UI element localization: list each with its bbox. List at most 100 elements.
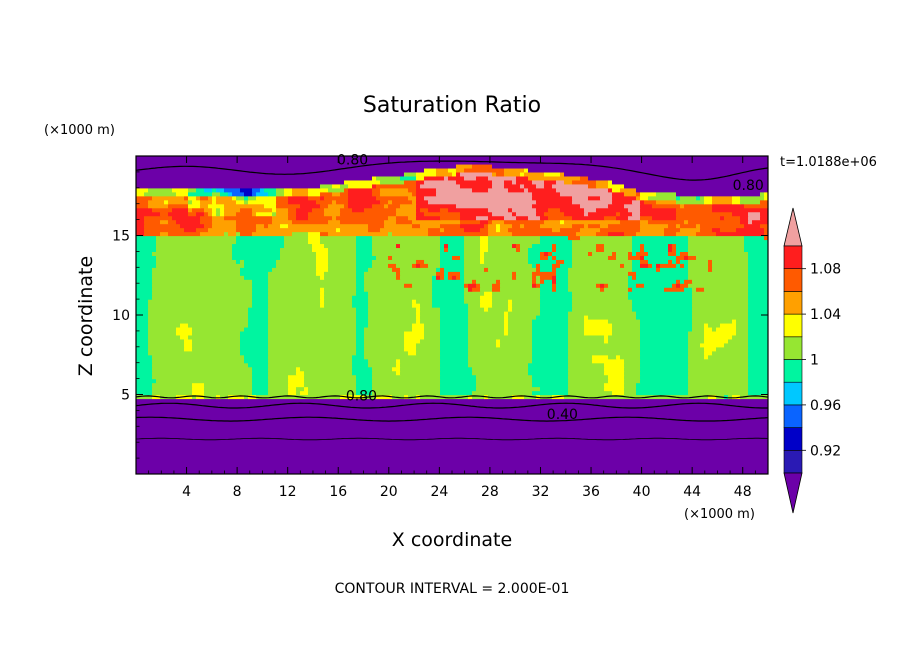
field-cell — [320, 235, 357, 241]
field-cell — [308, 239, 321, 245]
field-cell — [732, 211, 749, 217]
field-cell — [320, 295, 325, 300]
field-cell — [740, 394, 768, 400]
field-cell — [696, 195, 701, 201]
field-cell — [364, 342, 405, 348]
field-cell — [356, 334, 365, 340]
field-cell — [540, 311, 569, 316]
field-cell — [608, 318, 641, 324]
field-cell — [268, 223, 281, 229]
field-cell — [640, 203, 653, 209]
field-cell — [748, 263, 768, 268]
field-cell — [560, 171, 565, 177]
colorbar-top-arrow — [783, 207, 803, 247]
field-cell — [484, 251, 529, 256]
field-cell — [356, 318, 369, 324]
field-cell — [580, 203, 609, 209]
field-cell — [568, 235, 581, 241]
field-cell — [440, 235, 465, 241]
field-cell — [632, 299, 693, 304]
field-cell — [344, 203, 349, 209]
field-cell — [176, 326, 193, 332]
field-cell — [748, 267, 768, 272]
field-cell — [588, 183, 597, 189]
field-cell — [492, 219, 505, 225]
field-cell — [688, 366, 749, 372]
field-cell — [200, 215, 213, 221]
field-cell — [520, 223, 525, 229]
field-cell — [508, 303, 513, 308]
x-axis-label: X coordinate — [392, 529, 512, 551]
field-cell — [496, 171, 505, 177]
field-cell — [748, 334, 768, 340]
colorbar-segment — [783, 313, 803, 338]
field-cell — [552, 183, 589, 189]
field-cell — [248, 322, 269, 328]
field-cell — [748, 219, 753, 225]
field-cell — [136, 374, 153, 380]
field-cell — [416, 199, 429, 205]
field-cell — [604, 362, 625, 368]
field-cell — [684, 219, 689, 225]
field-cell — [420, 338, 441, 344]
field-cell — [512, 307, 541, 312]
field-cell — [492, 283, 501, 288]
field-cell — [568, 283, 597, 288]
field-cell — [268, 283, 357, 288]
field-cell — [580, 227, 601, 233]
field-cell — [408, 187, 417, 193]
field-cell — [236, 227, 257, 233]
field-cell — [364, 275, 397, 280]
field-cell — [648, 195, 677, 201]
field-cell — [624, 191, 637, 197]
field-cell — [424, 195, 533, 201]
field-cell — [356, 382, 373, 388]
field-cell — [636, 231, 665, 237]
field-cell — [356, 350, 365, 356]
field-cell — [668, 251, 677, 256]
field-cell — [560, 219, 565, 225]
field-cell — [640, 338, 689, 344]
field-cell — [328, 251, 357, 256]
field-cell — [684, 263, 689, 268]
field-cell — [152, 295, 253, 300]
field-cell — [348, 191, 373, 197]
field-cell — [640, 243, 645, 249]
field-cell — [532, 378, 569, 384]
field-cell — [136, 203, 149, 209]
field-cell — [676, 215, 721, 221]
field-cell — [252, 207, 273, 213]
field-cell — [268, 366, 297, 372]
field-cell — [268, 346, 357, 352]
field-cell — [732, 318, 737, 324]
field-cell — [136, 303, 149, 308]
field-cell — [136, 287, 153, 292]
field-cell — [396, 215, 409, 221]
field-cell — [640, 346, 689, 352]
field-cell — [608, 187, 613, 193]
field-cell — [136, 183, 321, 189]
field-cell — [612, 187, 621, 193]
field-cell — [688, 330, 705, 336]
field-cell — [572, 199, 613, 205]
field-cell — [512, 211, 517, 217]
field-cell — [748, 315, 768, 320]
field-cell — [416, 299, 433, 304]
field-cell — [392, 394, 405, 400]
field-cell — [356, 346, 365, 352]
field-cell — [252, 370, 269, 376]
field-cell — [136, 326, 149, 332]
field-cell — [748, 338, 768, 344]
field-cell — [180, 322, 189, 328]
field-cell — [464, 263, 533, 268]
field-cell — [644, 199, 657, 205]
field-cell — [480, 243, 489, 249]
field-cell — [136, 199, 149, 205]
field-cell — [356, 255, 377, 260]
field-cell — [404, 346, 417, 352]
field-cell — [536, 211, 545, 217]
field-cell — [532, 326, 569, 332]
field-cell — [136, 418, 768, 423]
field-cell — [500, 342, 533, 348]
field-cell — [520, 243, 533, 249]
